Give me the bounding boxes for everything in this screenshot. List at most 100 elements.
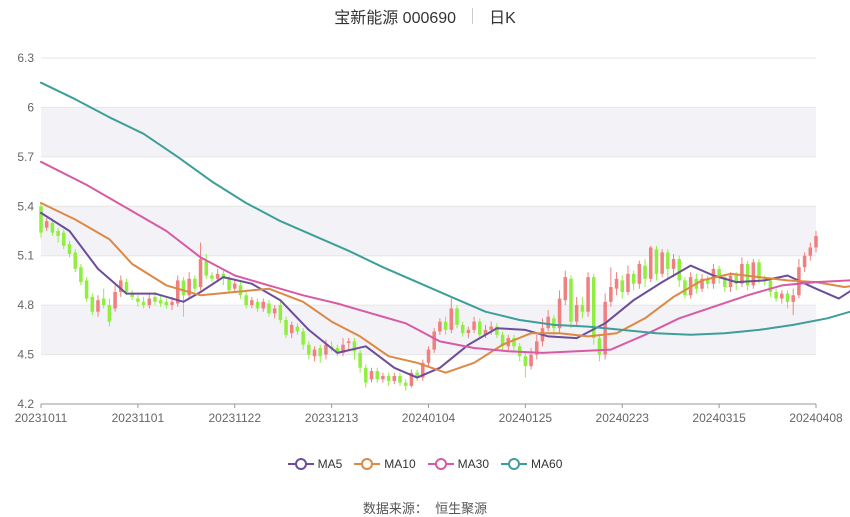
legend-item-ma5[interactable]: MA5 [287,457,342,471]
candle-body[interactable] [79,267,83,283]
candle-body[interactable] [204,260,209,276]
candle-body[interactable] [113,291,117,309]
candle-body[interactable] [740,263,744,284]
candle-body[interactable] [426,349,431,363]
candle-body[interactable] [307,344,311,355]
candle-body[interactable] [147,298,152,306]
candle-body[interactable] [460,324,465,334]
candle-body[interactable] [409,372,414,386]
candle-body[interactable] [768,280,773,292]
candle-body[interactable] [432,331,436,350]
period-label[interactable]: 日K [489,10,516,27]
candle-body[interactable] [489,326,493,330]
legend-item-ma60[interactable]: MA60 [501,457,562,471]
candle-body[interactable] [364,367,368,383]
candle-body[interactable] [523,356,528,367]
candle-body[interactable] [614,278,619,289]
candle-body[interactable] [346,341,351,344]
candle-body[interactable] [90,296,95,312]
candle-body[interactable] [500,334,505,347]
candle-body[interactable] [478,321,482,335]
candle-body[interactable] [449,308,454,330]
candle-body[interactable] [580,305,585,312]
candle-body[interactable] [654,249,659,274]
candle-body[interactable] [808,247,813,256]
candlestick-chart[interactable]: 4.2 4.5 4.8 5.1 5.4 5.7 6 6.3 20231011 20231101 20… [0,0,850,455]
candle-body[interactable] [791,295,795,302]
candle-body[interactable] [609,287,613,302]
candle-body[interactable] [44,221,49,228]
candle-body[interactable] [318,347,322,357]
candle-body[interactable] [512,338,516,347]
candle-body[interactable] [403,382,408,386]
candle-body[interactable] [107,305,112,322]
candle-body[interactable] [751,262,756,286]
candle-body[interactable] [341,344,345,353]
candle-body[interactable] [421,362,425,378]
candle-body[interactable] [312,349,317,357]
candle-body[interactable] [84,280,89,299]
candle-body[interactable] [438,321,442,332]
candle-body[interactable] [232,283,237,289]
candle-body[interactable] [552,318,556,329]
candle-body[interactable] [175,280,180,304]
candle-body[interactable] [734,275,738,284]
candle-body[interactable] [745,263,750,286]
candle-body[interactable] [73,252,77,269]
candle-body[interactable] [626,273,630,292]
candle-body[interactable] [198,259,203,288]
candle-body[interactable] [375,371,379,380]
candle-body[interactable] [96,300,100,312]
candle-body[interactable] [324,344,328,355]
candle-body[interactable] [141,301,146,306]
candle-body[interactable] [723,277,727,288]
candle-body[interactable] [267,303,271,314]
candle-body[interactable] [153,296,157,302]
candle-body[interactable] [415,372,419,378]
candle-body[interactable] [495,326,499,335]
candle-body[interactable] [671,259,676,269]
candle-body[interactable] [586,277,590,312]
candle-body[interactable] [278,305,283,320]
candle-body[interactable] [443,321,448,330]
candle-body[interactable] [386,375,391,381]
candle-body[interactable] [677,259,682,281]
candle-body[interactable] [193,278,197,289]
candle-body[interactable] [227,278,231,291]
candle-body[interactable] [244,295,248,306]
candle-body[interactable] [381,375,385,380]
candle-body[interactable] [369,371,374,380]
candle-body[interactable] [398,375,402,383]
candle-body[interactable] [574,305,579,322]
candle-body[interactable] [455,308,459,325]
candle-body[interactable] [238,285,243,296]
candle-body[interactable] [814,235,818,248]
candle-body[interactable] [295,326,300,332]
candle-body[interactable] [597,338,602,355]
candle-body[interactable] [717,268,721,278]
candle-body[interactable] [255,301,260,309]
series-line-ma60[interactable] [40,81,850,336]
candle-body[interactable] [352,341,357,352]
candle-body[interactable] [358,352,362,368]
candle-body[interactable] [62,232,66,246]
candle-body[interactable] [301,331,305,345]
candle-body[interactable] [124,282,129,292]
candle-body[interactable] [250,300,254,306]
candle-body[interactable] [483,329,488,335]
candle-body[interactable] [780,293,784,299]
series-line-ma30[interactable] [40,160,850,354]
candle-body[interactable] [637,263,642,284]
candle-body[interactable] [648,247,653,279]
candle-body[interactable] [284,319,288,335]
candle-body[interactable] [272,308,277,314]
candle-body[interactable] [535,341,539,355]
candle-body[interactable] [660,252,664,274]
candle-body[interactable] [700,278,704,289]
candle-body[interactable] [136,298,140,302]
candle-body[interactable] [563,277,568,301]
candle-body[interactable] [569,278,573,322]
candle-body[interactable] [164,301,169,306]
candle-body[interactable] [683,280,687,296]
candle-body[interactable] [546,316,550,329]
